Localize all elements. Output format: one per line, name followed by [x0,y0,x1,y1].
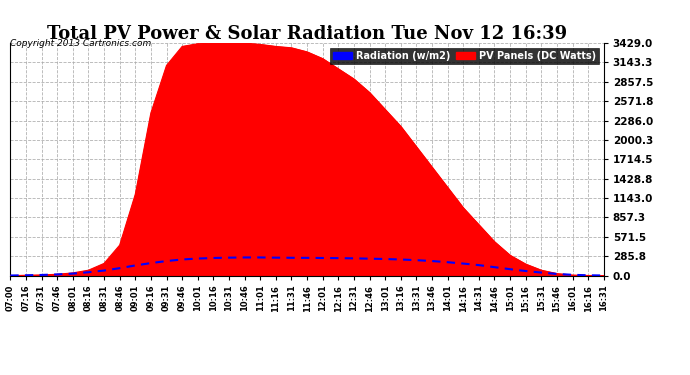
Text: Copyright 2013 Cartronics.com: Copyright 2013 Cartronics.com [10,39,152,48]
Title: Total PV Power & Solar Radiation Tue Nov 12 16:39: Total PV Power & Solar Radiation Tue Nov… [47,25,567,43]
Legend: Radiation (w/m2), PV Panels (DC Watts): Radiation (w/m2), PV Panels (DC Watts) [330,48,599,64]
